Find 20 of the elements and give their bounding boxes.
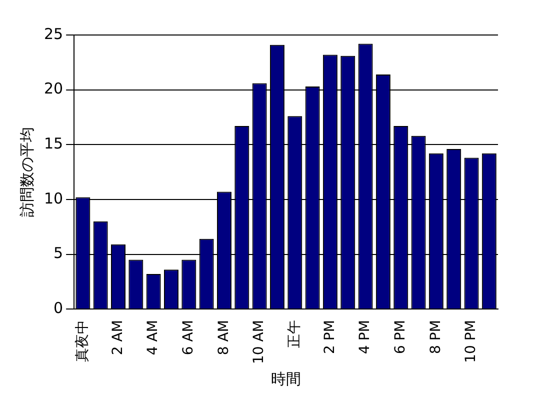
x-tick-label: 10 AM [251,320,268,364]
x-tick-label: 8 PM [428,320,444,354]
y-axis-title: 訪問数の平均 [18,127,36,218]
x-tick-label: 真夜中 [74,320,91,362]
x-tick-label: 10 PM [463,320,480,363]
x-tick-label: 6 PM [392,320,408,354]
y-tick-label: 0 [54,298,64,317]
x-tick-label: 正午 [286,320,303,348]
x-tick-label: 4 AM [145,320,162,356]
x-tick-label: 4 PM [357,320,374,354]
y-tick-label: 15 [44,134,64,153]
x-tick-label: 2 AM [110,320,126,356]
x-tick-label: 8 AM [216,320,232,356]
y-tick-label: 5 [54,244,64,262]
x-axis-title: 時間 [271,370,302,388]
y-tick-label: 20 [44,80,64,98]
y-tick-label: 25 [44,24,64,43]
x-tick-label: 2 PM [322,320,338,354]
y-tick-label: 10 [44,189,64,208]
x-tick-label: 6 AM [180,320,197,356]
